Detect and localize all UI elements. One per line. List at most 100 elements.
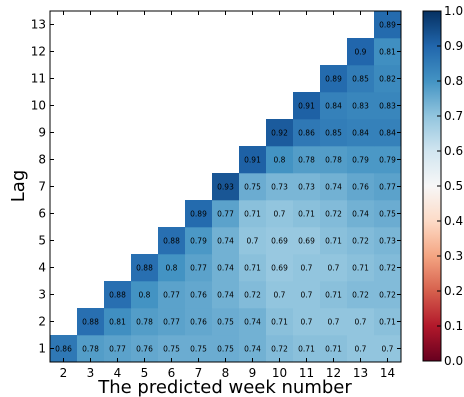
heatmap-cell <box>347 308 375 336</box>
cell-value-label: 0.7 <box>328 318 340 327</box>
heatmap-cell <box>374 227 402 255</box>
cell-value-label: 0.77 <box>190 264 207 273</box>
heatmap-cell <box>158 227 186 255</box>
colorbar-tick-label: 0.0 <box>444 354 463 368</box>
cell-value-label: 0.84 <box>379 129 396 138</box>
heatmap-cell <box>347 92 375 120</box>
heatmap-cell <box>320 254 348 282</box>
heatmap-cell <box>185 308 213 336</box>
x-tick-label: 9 <box>249 366 257 380</box>
cell-value-label: 0.88 <box>82 318 99 327</box>
heatmap-cell <box>158 254 186 282</box>
heatmap-cell <box>158 308 186 336</box>
heatmap-cell <box>293 335 321 363</box>
cell-value-label: 0.91 <box>244 156 261 165</box>
heatmap-cell <box>374 254 402 282</box>
x-axis-ticks: 2 3 4 5 6 7 8 9 10 11 12 13 14 <box>60 11 395 380</box>
heatmap-cell <box>320 65 348 93</box>
heatmap-cell <box>212 308 240 336</box>
heatmap-cell <box>320 227 348 255</box>
cell-value-label: 0.85 <box>325 129 342 138</box>
colorbar-tick-label: 0.8 <box>444 74 463 88</box>
cell-value-label: 0.7 <box>301 264 313 273</box>
cell-value-label: 0.89 <box>190 210 207 219</box>
heatmap-cell <box>239 281 267 309</box>
cell-value-label: 0.74 <box>352 210 369 219</box>
cell-value-label: 0.73 <box>271 183 288 192</box>
y-tick-label: 5 <box>38 234 46 248</box>
heatmap-cell <box>347 335 375 363</box>
cell-value-label: 0.83 <box>379 102 396 111</box>
cell-value-label: 0.74 <box>244 345 261 354</box>
y-tick-label: 6 <box>38 207 46 221</box>
y-tick-label: 3 <box>38 288 46 302</box>
heatmap-cell <box>293 173 321 201</box>
cell-value-label: 0.77 <box>379 183 396 192</box>
heatmap-cell <box>239 173 267 201</box>
heatmap-cell-labels: 0.86 0.78 0.77 0.76 0.75 0.75 0.75 0.74 0.72 0.71… <box>55 21 396 354</box>
cell-value-label: 0.72 <box>271 345 288 354</box>
cell-value-label: 0.71 <box>298 210 315 219</box>
x-axis-label: The predicted week number <box>97 377 352 397</box>
cell-value-label: 0.69 <box>271 264 288 273</box>
colorbar-tick-label: 0.2 <box>444 284 463 298</box>
cell-value-label: 0.71 <box>352 264 369 273</box>
heatmap-cell <box>77 308 105 336</box>
heatmap-cell <box>50 335 78 363</box>
colorbar-tick-label: 0.3 <box>444 249 463 263</box>
x-tick-label: 13 <box>353 366 368 380</box>
cell-value-label: 0.73 <box>298 183 315 192</box>
heatmap-cell <box>293 200 321 228</box>
x-tick-label: 7 <box>195 366 203 380</box>
cell-value-label: 0.72 <box>379 291 396 300</box>
cell-value-label: 0.76 <box>190 291 207 300</box>
cell-value-label: 0.76 <box>136 345 153 354</box>
x-tick-label: 14 <box>380 366 395 380</box>
cell-value-label: 0.75 <box>190 345 207 354</box>
heatmap-cell <box>374 335 402 363</box>
cell-value-label: 0.7 <box>328 264 340 273</box>
cell-value-label: 0.72 <box>325 210 342 219</box>
cell-value-label: 0.84 <box>325 102 342 111</box>
cell-value-label: 0.77 <box>163 318 180 327</box>
heatmap-cell <box>266 308 294 336</box>
colorbar: 0.0 0.1 0.2 0.3 0.4 0.5 0.6 0.7 0.8 0.9 1.0 <box>422 4 463 368</box>
heatmap-cell <box>185 254 213 282</box>
cell-value-label: 0.86 <box>55 345 72 354</box>
cell-value-label: 0.89 <box>379 21 396 30</box>
cell-value-label: 0.86 <box>298 129 315 138</box>
cell-value-label: 0.75 <box>217 345 234 354</box>
heatmap-cell <box>185 281 213 309</box>
cell-value-label: 0.69 <box>271 237 288 246</box>
colorbar-tick-label: 0.4 <box>444 214 463 228</box>
colorbar-tick-label: 1.0 <box>444 4 463 18</box>
cell-value-label: 0.76 <box>190 318 207 327</box>
cell-value-label: 0.75 <box>217 318 234 327</box>
cell-value-label: 0.88 <box>136 264 153 273</box>
heatmap-cell <box>374 200 402 228</box>
cell-value-label: 0.71 <box>271 318 288 327</box>
y-tick-label: 4 <box>38 261 46 275</box>
heatmap-cell <box>347 200 375 228</box>
heatmap-cell <box>266 146 294 174</box>
heatmap-cell <box>320 281 348 309</box>
heatmap-cell <box>374 65 402 93</box>
cell-value-label: 0.84 <box>352 129 369 138</box>
cell-value-label: 0.77 <box>109 345 126 354</box>
cell-value-label: 0.73 <box>379 237 396 246</box>
y-tick-label: 9 <box>38 126 46 140</box>
heatmap-cell <box>212 200 240 228</box>
heatmap-cell <box>239 227 267 255</box>
heatmap-cell <box>293 92 321 120</box>
cell-value-label: 0.82 <box>379 75 396 84</box>
heatmap-cell <box>239 308 267 336</box>
cell-value-label: 0.88 <box>163 237 180 246</box>
x-tick-label: 3 <box>87 366 95 380</box>
y-tick-label: 12 <box>31 45 46 59</box>
heatmap-cells <box>50 11 402 363</box>
heatmap-cell <box>374 38 402 66</box>
cell-value-label: 0.7 <box>355 318 367 327</box>
heatmap-cell <box>347 173 375 201</box>
heatmap-cell <box>239 335 267 363</box>
heatmap-cell <box>131 254 159 282</box>
